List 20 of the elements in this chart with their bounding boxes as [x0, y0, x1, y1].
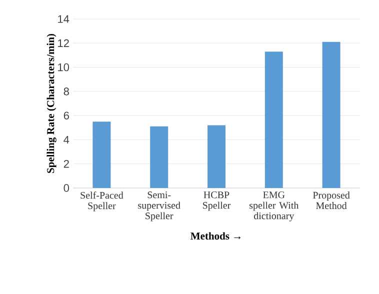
bar [92, 122, 111, 188]
x-tick-label: Self-Paced Speller [80, 192, 124, 212]
x-tick-label: Semi-supervised Speller [138, 192, 180, 222]
x-tick-label: Proposed Method [312, 192, 350, 210]
y-tick-label: 10 [58, 63, 70, 72]
y-axis-title: Spelling Rate (Characters/min) [46, 34, 56, 173]
y-tick-label: 4 [64, 136, 70, 144]
bar [264, 52, 283, 188]
bar [150, 126, 168, 188]
y-tick-label: 0 [64, 184, 70, 192]
y-tick-label: 6 [64, 112, 69, 120]
y-tick-label: 12 [58, 39, 69, 47]
bar [208, 125, 226, 188]
x-tick-label: HCBP Speller [203, 192, 231, 211]
x-axis-title: Methods → [190, 232, 240, 240]
bar [322, 42, 340, 188]
y-tick-label: 14 [58, 15, 70, 23]
y-tick-label: 8 [64, 88, 69, 96]
x-tick-label: EMG speller With dictionary [250, 192, 299, 222]
y-tick-label: 2 [64, 160, 69, 168]
